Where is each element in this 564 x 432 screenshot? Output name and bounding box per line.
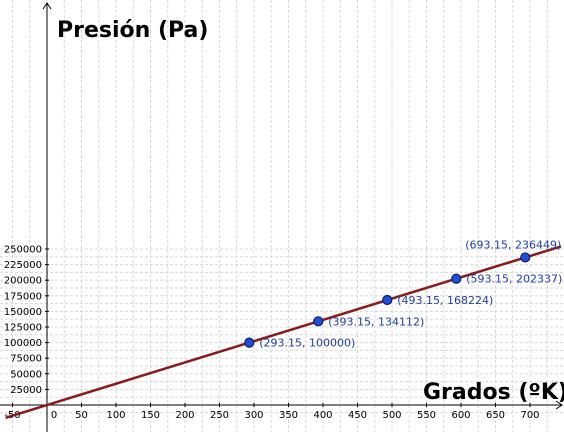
data-point xyxy=(451,273,462,284)
data-points xyxy=(244,252,531,348)
y-tick-label: 75000 xyxy=(10,354,42,365)
x-axis-arrow xyxy=(555,400,563,410)
y-axis-title: Presión (Pa) xyxy=(57,18,208,43)
x-tick-label: 450 xyxy=(348,410,367,421)
data-point-label: (293.15, 100000) xyxy=(259,337,355,350)
data-point-label: (393.15, 134112) xyxy=(328,315,424,328)
x-tick-label: 600 xyxy=(451,410,470,421)
y-axis-arrow xyxy=(42,2,52,10)
fit-line xyxy=(5,245,562,419)
x-tick-label: 100 xyxy=(106,410,125,421)
data-point xyxy=(382,294,393,306)
x-tick-label: 350 xyxy=(279,410,298,421)
y-tick-label: 200000 xyxy=(4,276,42,287)
y-tick-label: 175000 xyxy=(4,291,42,302)
data-point xyxy=(244,337,255,348)
x-tick-label: 650 xyxy=(486,410,505,421)
point-labels: (293.15, 100000) (393.15, 134112) (493.15,… xyxy=(259,238,562,349)
x-tick-label: 0 xyxy=(51,410,57,421)
x-tick-label: 250 xyxy=(210,410,229,421)
y-tick-label: 225000 xyxy=(4,260,42,271)
x-tick-label: 200 xyxy=(175,410,194,421)
y-tick-label: 150000 xyxy=(4,307,42,318)
data-point-label: (493.15, 168224) xyxy=(397,294,493,307)
x-tick-label: 500 xyxy=(382,410,401,421)
y-tick-label: 250000 xyxy=(4,245,42,256)
y-tick-label: 125000 xyxy=(4,323,42,334)
y-tick-label: 25000 xyxy=(10,385,42,396)
x-tick-label: 300 xyxy=(244,410,263,421)
data-point-label: (593.15, 202337) xyxy=(466,273,562,286)
x-tick-label: 400 xyxy=(313,410,332,421)
x-tick-label: 150 xyxy=(141,410,160,421)
x-tick-label: 700 xyxy=(520,410,539,421)
data-point xyxy=(520,252,531,263)
x-tick-label: 50 xyxy=(75,410,88,421)
x-axis-title: Grados (ºK) xyxy=(423,380,564,405)
y-tick-label: 100000 xyxy=(4,338,42,349)
data-point xyxy=(313,316,324,327)
data-point-label: (693.15, 236449) xyxy=(465,238,561,251)
y-tick-label: 50000 xyxy=(10,369,42,380)
x-tick-label: 550 xyxy=(417,410,436,421)
fit-line-layer xyxy=(5,245,562,419)
